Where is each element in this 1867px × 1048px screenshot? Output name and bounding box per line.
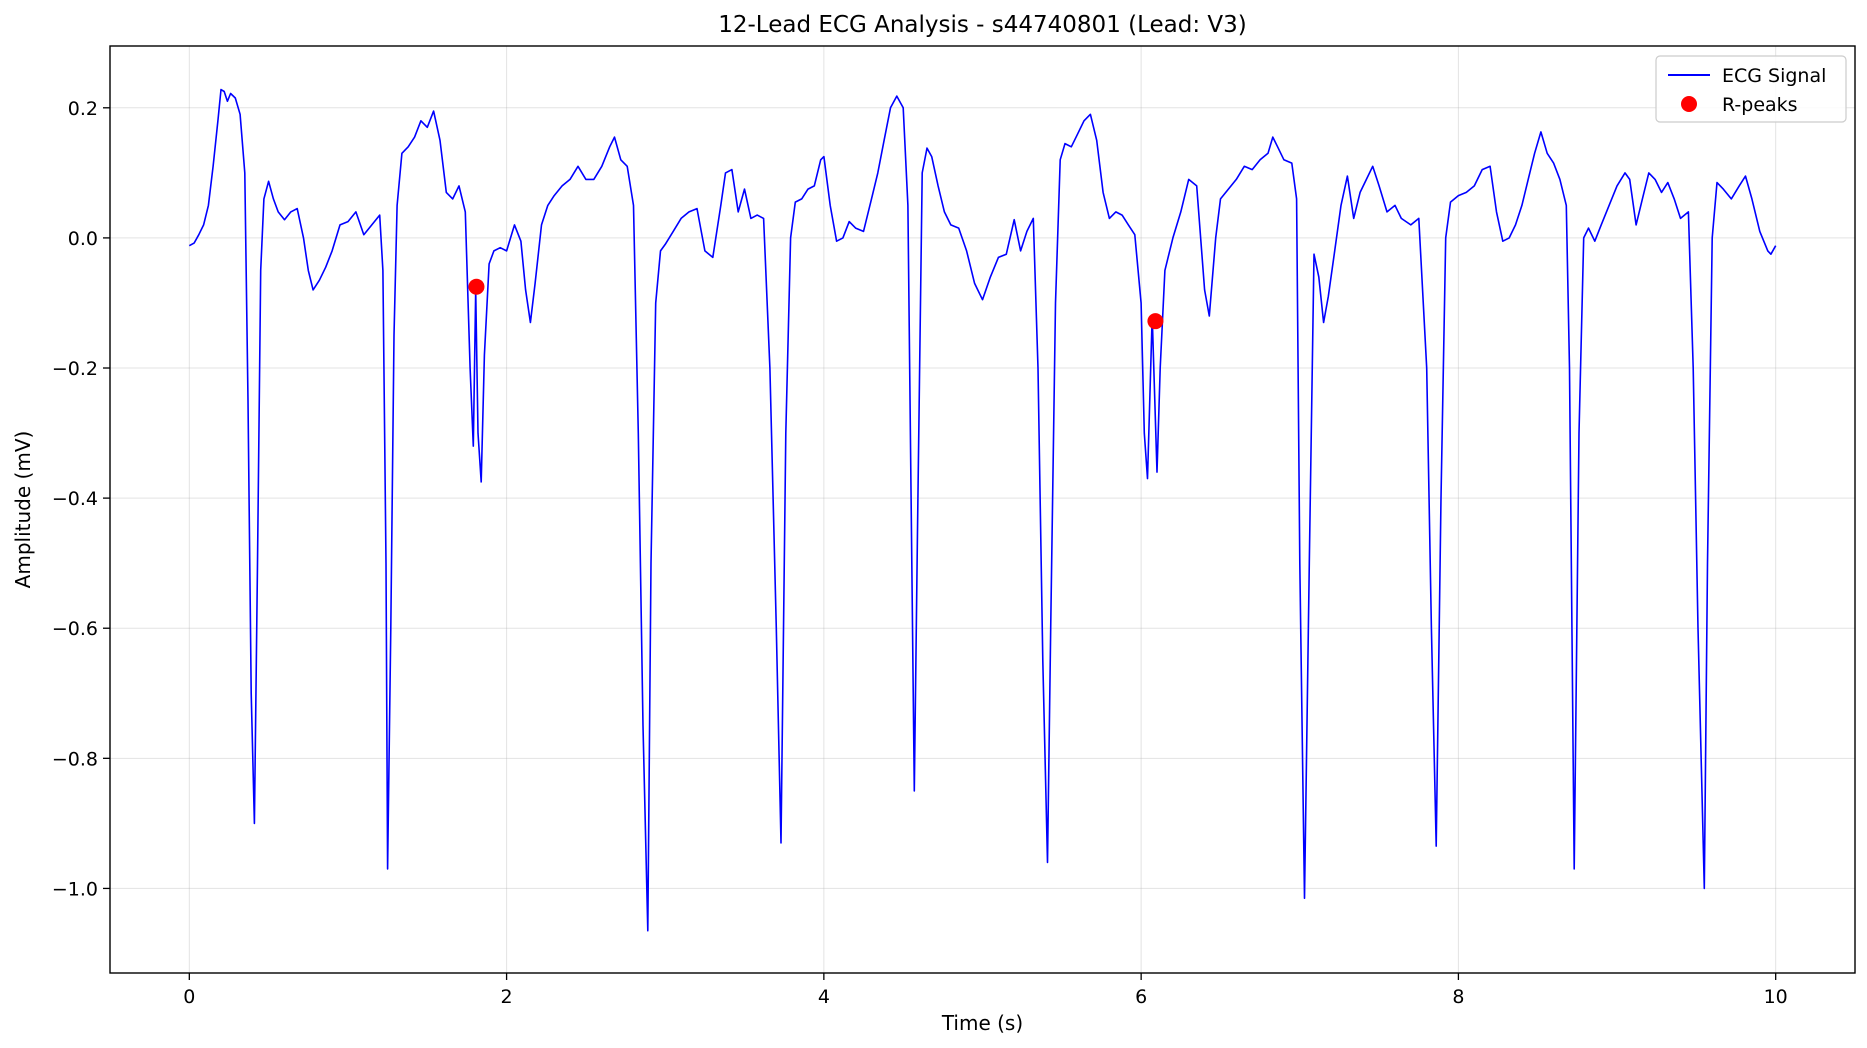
y-tick-label: 0.0 bbox=[68, 228, 98, 250]
legend-box bbox=[1655, 55, 1847, 123]
legend-dot-swatch bbox=[1681, 96, 1697, 112]
chart-title: 12-Lead ECG Analysis - s44740801 (Lead: … bbox=[718, 12, 1247, 38]
legend-label-ecg-signal: ECG Signal bbox=[1722, 65, 1826, 87]
ecg-signal-line bbox=[188, 88, 1777, 932]
plot-frame bbox=[109, 45, 1856, 974]
legend: ECG Signal R-peaks bbox=[1655, 55, 1847, 123]
legend-label-r-peaks: R-peaks bbox=[1722, 94, 1798, 116]
x-tick-label: 10 bbox=[1764, 986, 1788, 1008]
y-axis-label: Amplitude (mV) bbox=[11, 431, 35, 589]
r-peak-marker bbox=[1147, 313, 1164, 330]
x-tick-label: 8 bbox=[1452, 986, 1464, 1008]
x-tick-label: 4 bbox=[818, 986, 830, 1008]
x-tick-label: 6 bbox=[1135, 986, 1147, 1008]
grid bbox=[110, 46, 1855, 973]
x-tick-label: 0 bbox=[183, 986, 195, 1008]
y-tick-label: −0.2 bbox=[52, 358, 98, 380]
plot-area bbox=[188, 88, 1777, 932]
y-tick-label: −0.6 bbox=[52, 618, 98, 640]
y-tick-label: −0.4 bbox=[52, 488, 98, 510]
r-peak-marker bbox=[468, 278, 485, 295]
y-tick-label: 0.2 bbox=[68, 98, 98, 120]
x-tick-label: 2 bbox=[501, 986, 513, 1008]
y-tick-label: −0.8 bbox=[52, 748, 98, 770]
y-tick-label: −1.0 bbox=[52, 878, 98, 900]
axis-ticks: 0 2 4 6 8 10 0.2 0.0 −0.2 −0.4 −0.6 −0.8 −1.0 bbox=[52, 98, 1788, 1008]
x-axis-label: Time (s) bbox=[941, 1011, 1023, 1035]
